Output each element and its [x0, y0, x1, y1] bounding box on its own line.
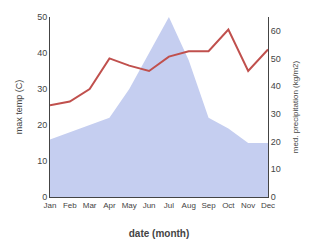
- svg-text:40: 40: [37, 48, 47, 58]
- svg-text:med. precipitation (kg/m2): med. precipitation (kg/m2): [291, 60, 300, 153]
- svg-text:Aug: Aug: [182, 201, 196, 210]
- svg-text:max temp (C): max temp (C): [14, 80, 24, 135]
- svg-text:0: 0: [42, 192, 47, 202]
- svg-text:Dec: Dec: [261, 201, 275, 210]
- svg-text:date (month): date (month): [129, 228, 190, 239]
- svg-text:40: 40: [271, 81, 281, 91]
- svg-text:Jun: Jun: [143, 201, 156, 210]
- svg-text:50: 50: [271, 54, 281, 64]
- svg-text:60: 60: [271, 26, 281, 36]
- svg-text:Nov: Nov: [241, 201, 255, 210]
- svg-text:Apr: Apr: [103, 201, 116, 210]
- svg-text:0: 0: [271, 192, 276, 202]
- svg-text:Feb: Feb: [63, 201, 77, 210]
- svg-text:Jul: Jul: [164, 201, 174, 210]
- svg-text:30: 30: [37, 84, 47, 94]
- svg-text:Mar: Mar: [83, 201, 97, 210]
- svg-text:10: 10: [271, 164, 281, 174]
- svg-text:May: May: [122, 201, 137, 210]
- svg-text:20: 20: [37, 120, 47, 130]
- svg-text:Jan: Jan: [44, 201, 57, 210]
- svg-text:20: 20: [271, 137, 281, 147]
- svg-text:Sep: Sep: [201, 201, 216, 210]
- svg-text:Oct: Oct: [222, 201, 235, 210]
- svg-text:10: 10: [37, 156, 47, 166]
- svg-text:50: 50: [37, 12, 47, 22]
- svg-text:30: 30: [271, 109, 281, 119]
